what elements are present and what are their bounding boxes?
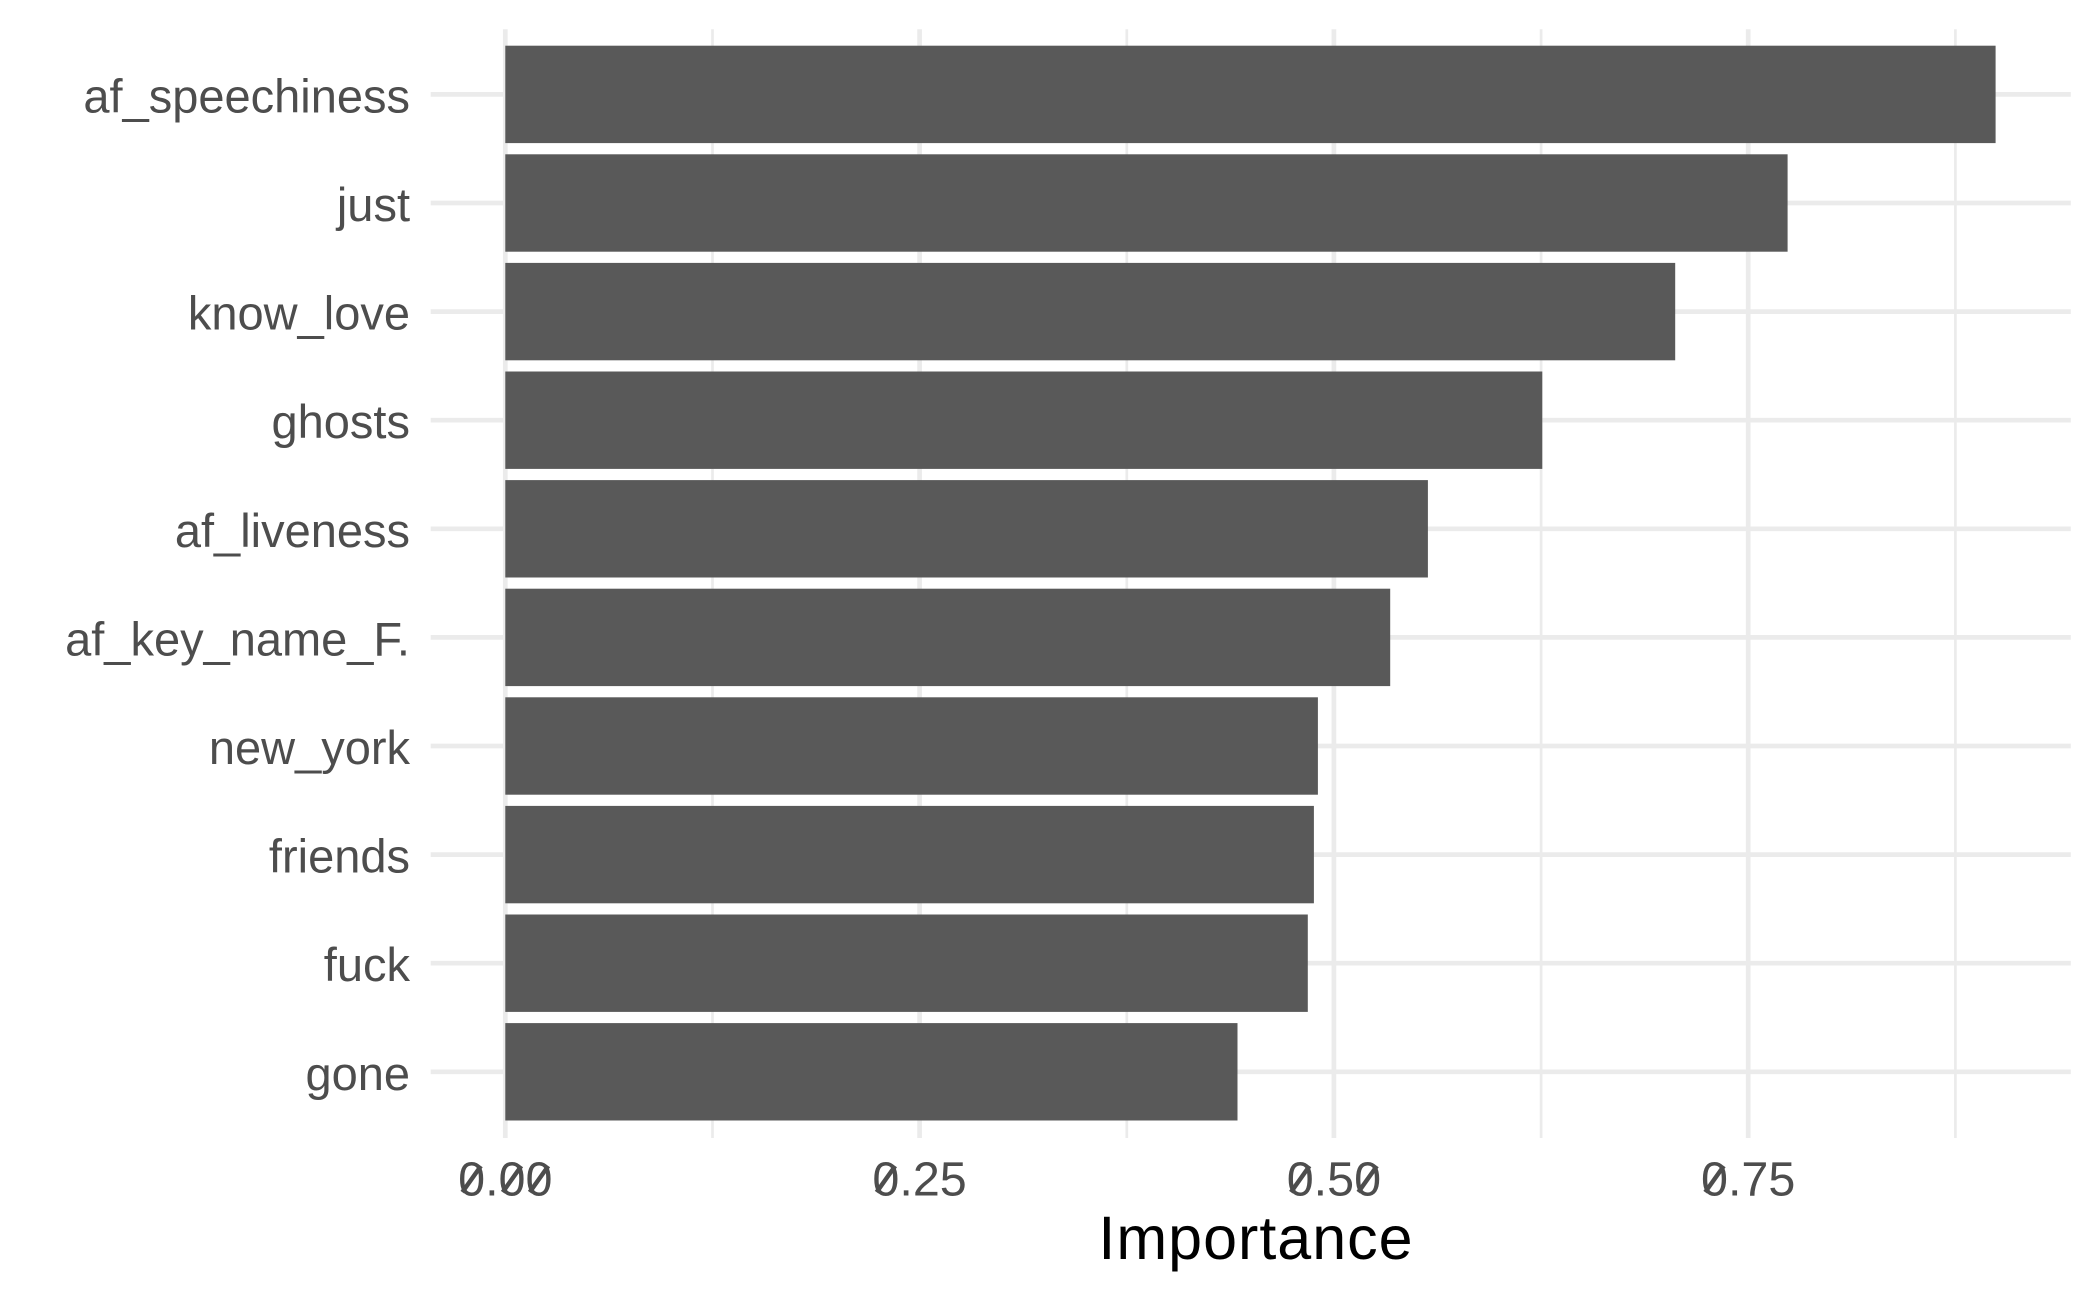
svg-text:Importance: Importance — [1098, 1204, 1413, 1272]
svg-text:af_speechiness: af_speechiness — [83, 69, 410, 122]
svg-text:friends: friends — [269, 830, 410, 883]
svg-text:af_key_name_F.: af_key_name_F. — [65, 612, 410, 665]
svg-text:new_york: new_york — [209, 721, 411, 774]
svg-text:af_liveness: af_liveness — [175, 504, 410, 557]
svg-text:know_love: know_love — [188, 287, 410, 340]
svg-text:fuck: fuck — [324, 938, 411, 991]
svg-text:just: just — [335, 178, 410, 231]
svg-text:ghosts: ghosts — [272, 395, 410, 448]
svg-text:gone: gone — [305, 1047, 410, 1100]
